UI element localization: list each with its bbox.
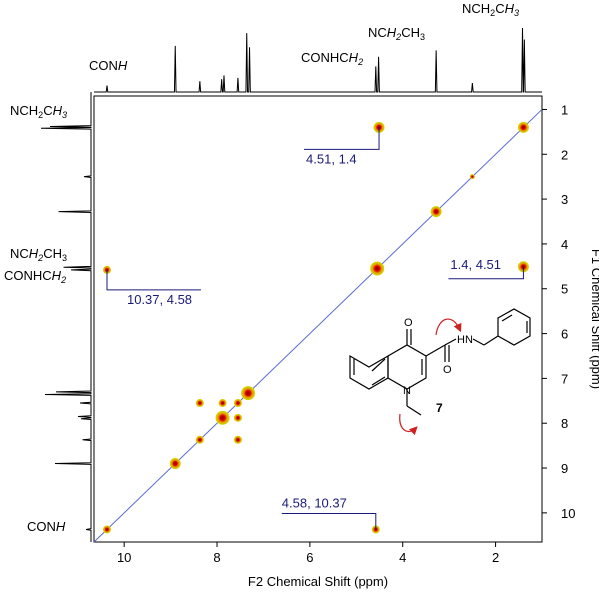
left-projection-spectrum xyxy=(40,92,92,542)
y-tick-label: 1 xyxy=(561,102,568,117)
cross-peak xyxy=(218,399,227,408)
x-tick-label: 2 xyxy=(492,550,499,565)
x-tick-label: 8 xyxy=(213,550,220,565)
top-label-nch2ch3-b: NCH2CH3 xyxy=(462,1,519,18)
cross-peak xyxy=(233,413,242,422)
callout-leader xyxy=(281,512,377,530)
atom-o-ketone: O xyxy=(404,317,413,329)
y-tick-label: 2 xyxy=(561,147,568,162)
callout-leader xyxy=(448,266,524,280)
callout-leader xyxy=(106,269,201,291)
callout-leader xyxy=(304,127,380,150)
x-tick-label: 10 xyxy=(117,550,131,565)
cross-peak xyxy=(241,386,256,401)
y-tick-label: 8 xyxy=(561,416,568,431)
left-peak-labels: NCH2CH3 NCH2CH3 CONHCH2 CONH xyxy=(4,103,67,534)
plot-frame xyxy=(93,95,543,543)
cross-peak xyxy=(370,261,385,276)
top-label-conhch2: CONHCH2 xyxy=(301,50,363,67)
cross-peak xyxy=(430,206,442,218)
atom-hn: HN xyxy=(457,334,473,346)
atom-n: N xyxy=(403,385,411,397)
y-tick-label: 5 xyxy=(561,282,568,297)
cross-peak xyxy=(169,458,181,470)
y-axis-title: F1 Chemical Shift (ppm) xyxy=(589,249,599,389)
y-tick-label: 4 xyxy=(561,237,568,252)
y-tick-label: 3 xyxy=(561,192,568,207)
cross-peak xyxy=(469,174,475,180)
top-peak-labels: CONH CONHCH2 NCH2CH3 NCH2CH3 xyxy=(89,1,519,73)
callouts-group: 4.51, 1.4 1.4, 4.51 10.37, 4.58 4.58, 10.37 xyxy=(106,127,524,530)
y-axis-ticks: 1 2 3 4 5 6 7 8 9 10 xyxy=(542,102,575,521)
top-label-nch2ch3-a: NCH2CH3 xyxy=(368,25,425,42)
cross-peaks-group xyxy=(102,121,529,534)
hmbc-arrow-amide xyxy=(435,318,462,336)
y-tick-label: 7 xyxy=(561,371,568,386)
callout-label: 10.37, 4.58 xyxy=(127,292,192,307)
callout-label: 1.4, 4.51 xyxy=(450,257,501,272)
callout-label: 4.51, 1.4 xyxy=(306,151,357,166)
left-label-nch2ch3-b: NCH2CH3 xyxy=(10,246,67,263)
top-label-conh: CONH xyxy=(89,58,128,73)
top-projection-spectrum xyxy=(94,27,542,93)
x-tick-label: 4 xyxy=(399,550,406,565)
y-tick-label: 9 xyxy=(561,461,568,476)
left-label-conhch2: CONHCH2 xyxy=(4,268,66,285)
cross-peak xyxy=(195,435,204,444)
cross-peak xyxy=(215,410,230,425)
benzyl-ring xyxy=(497,308,531,346)
callout-label: 4.58, 10.37 xyxy=(282,495,347,510)
x-tick-label: 6 xyxy=(306,550,313,565)
structure-atom-labels: O O HN N 7 xyxy=(403,317,473,415)
compound-number: 7 xyxy=(436,401,443,415)
cross-peak xyxy=(517,121,529,133)
hmbc-arrow-ethyl xyxy=(399,413,418,436)
structure-compound-7 xyxy=(349,308,531,436)
left-label-nch2ch3-a: NCH2CH3 xyxy=(10,103,67,120)
x-axis-title: F2 Chemical Shift (ppm) xyxy=(248,574,388,589)
y-tick-label: 6 xyxy=(561,327,568,342)
cross-peak xyxy=(233,399,242,408)
atom-o-amide: O xyxy=(443,364,452,376)
left-label-conh: CONH xyxy=(27,519,66,534)
cross-peak xyxy=(195,399,204,408)
pyridone-ring xyxy=(387,344,427,390)
diagonal-line xyxy=(93,109,543,543)
y-tick-label: 10 xyxy=(561,506,575,521)
cross-peak xyxy=(233,435,242,444)
x-axis-ticks: 10 8 6 4 2 xyxy=(117,542,499,565)
cross-peak xyxy=(102,525,111,534)
